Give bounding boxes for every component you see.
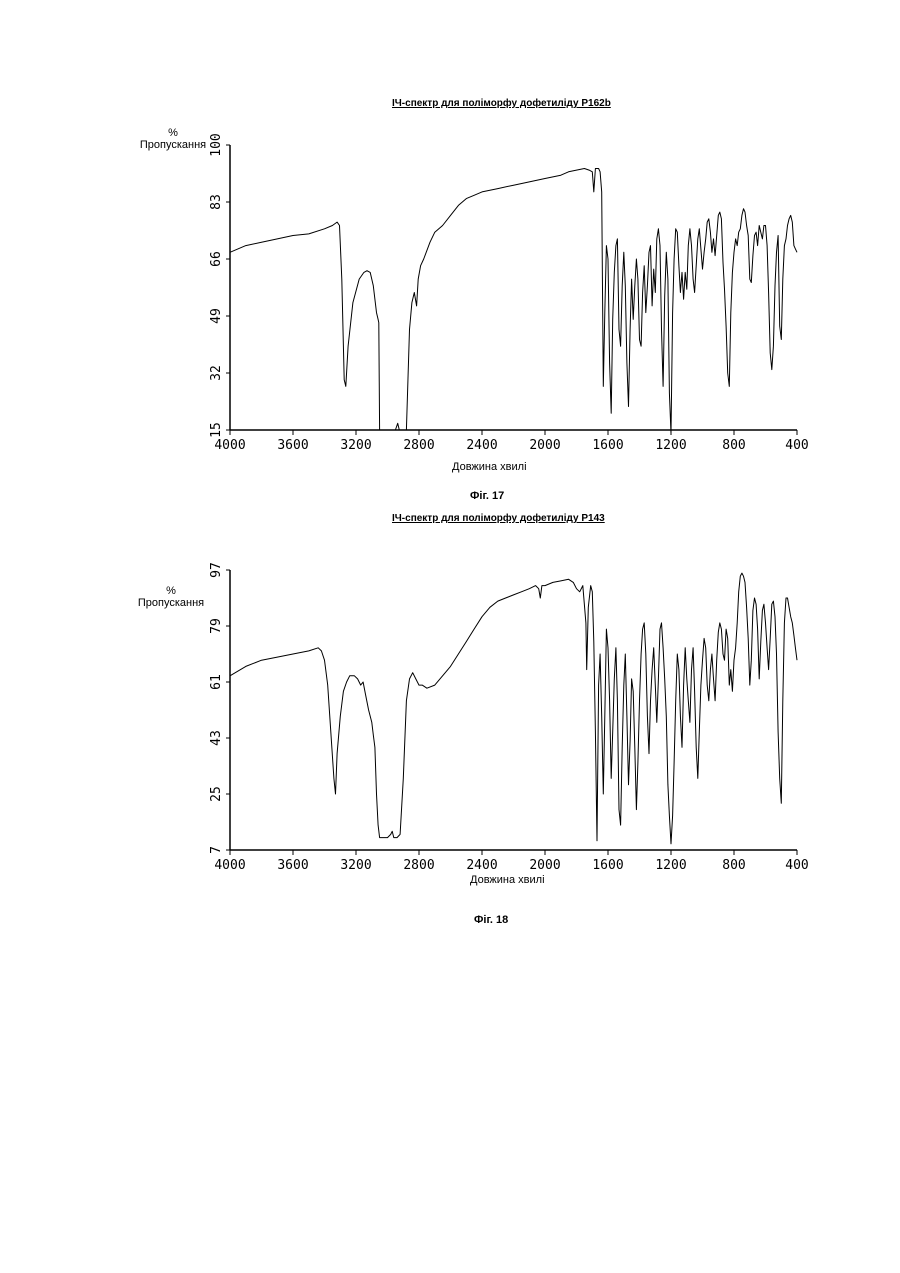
x-tick-label: 3200 [340, 858, 371, 873]
ir-spectrum-chart: 7 25 43 61 79 97 4000 3600 3200 2800 2400 2000 1600 1… [200, 550, 800, 880]
x-tick-label: 2400 [466, 858, 497, 873]
y-tick-label: 49 [209, 308, 224, 324]
y-tick-label: 66 [209, 251, 224, 267]
y-tick-label: 100 [209, 133, 224, 156]
spectrum-line [230, 169, 797, 434]
y-tick-label: 32 [209, 365, 224, 381]
chart-title: ІЧ-спектр для поліморфу дофетиліду P162b [392, 98, 611, 109]
x-tick-label: 2800 [403, 438, 434, 453]
x-axis-label: Довжина хвилі [470, 874, 545, 886]
x-tick-label: 1600 [592, 858, 623, 873]
x-tick-label: 2400 [466, 438, 497, 453]
x-tick-label: 2000 [529, 858, 560, 873]
y-tick-label: 25 [209, 786, 224, 802]
ir-spectrum-chart: 15 32 49 66 83 100 4000 3600 3200 2800 2400 2000 160… [200, 125, 800, 470]
x-tick-label: 3200 [340, 438, 371, 453]
y-tick-label: 43 [209, 730, 224, 746]
x-tick-label: 1600 [592, 438, 623, 453]
y-tick-label: 83 [209, 194, 224, 210]
figure-caption: Фіг. 17 [470, 490, 504, 502]
x-tick-label: 400 [785, 438, 808, 453]
x-tick-label: 4000 [214, 438, 245, 453]
spectrum-line [230, 573, 797, 844]
x-tick-label: 800 [722, 438, 745, 453]
figure-caption: Фіг. 18 [474, 914, 508, 926]
x-tick-label: 1200 [655, 858, 686, 873]
x-tick-label: 3600 [277, 438, 308, 453]
chart-title: ІЧ-спектр для поліморфу дофетиліду P143 [392, 513, 605, 524]
x-tick-label: 2800 [403, 858, 434, 873]
x-tick-label: 800 [722, 858, 745, 873]
y-tick-label: 7 [209, 846, 224, 854]
x-tick-label: 4000 [214, 858, 245, 873]
y-tick-label: 97 [209, 562, 224, 578]
x-axis-label: Довжина хвилі [452, 461, 527, 473]
y-tick-label: 79 [209, 618, 224, 634]
x-tick-label: 2000 [529, 438, 560, 453]
x-tick-label: 400 [785, 858, 808, 873]
x-tick-label: 3600 [277, 858, 308, 873]
x-tick-label: 1200 [655, 438, 686, 453]
y-tick-label: 15 [209, 422, 224, 438]
y-tick-label: 61 [209, 674, 224, 690]
